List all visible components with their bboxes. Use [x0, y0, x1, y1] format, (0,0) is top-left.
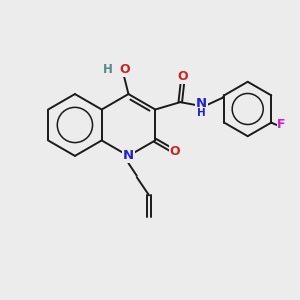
- Text: O: O: [169, 145, 180, 158]
- Text: H: H: [103, 63, 113, 76]
- Text: H: H: [197, 108, 206, 118]
- Text: N: N: [123, 149, 134, 162]
- Text: O: O: [177, 70, 188, 83]
- Text: N: N: [196, 97, 207, 110]
- Text: F: F: [277, 118, 286, 131]
- Text: O: O: [119, 63, 130, 76]
